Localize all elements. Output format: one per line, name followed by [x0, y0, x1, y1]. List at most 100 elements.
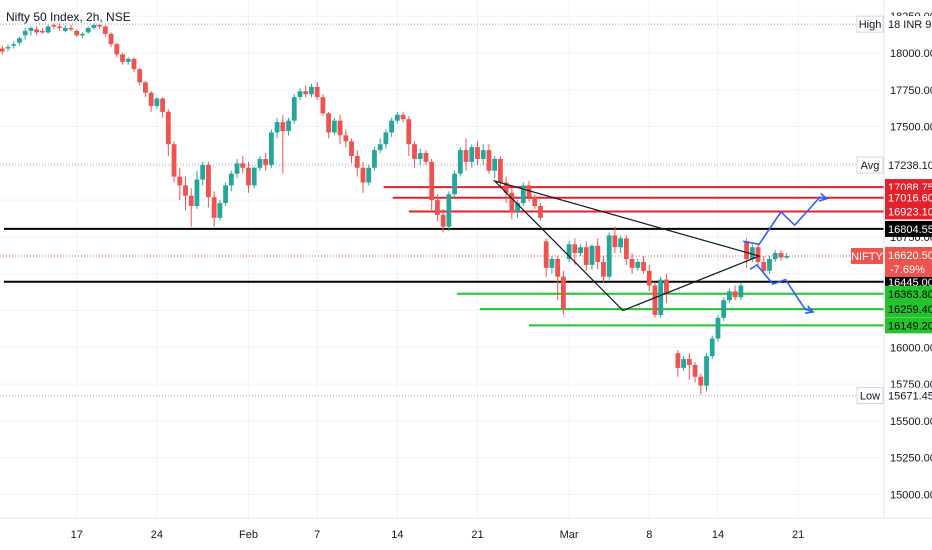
- candle-down: [572, 244, 578, 254]
- horizontal-levels[interactable]: [4, 186, 884, 327]
- candle-down: [423, 153, 429, 162]
- time-tick-label: 7: [314, 529, 320, 541]
- candle-up: [469, 147, 475, 162]
- candle-down: [0, 48, 5, 52]
- candle-down: [137, 69, 143, 83]
- candle-up: [394, 114, 400, 121]
- candle-up: [767, 259, 772, 271]
- candle-down: [120, 54, 125, 62]
- candle-down: [108, 33, 114, 45]
- candle-up: [578, 247, 583, 254]
- time-axis[interactable]: 17 24 Feb 7 14 21 Mar 8 14 21: [0, 517, 932, 541]
- price-tick-label: 15250.00: [890, 453, 932, 465]
- price-tick-label: 17500.00: [890, 122, 932, 134]
- candle-down: [595, 245, 601, 262]
- candle-up: [257, 158, 263, 168]
- candle-up: [91, 25, 97, 28]
- candle-up: [80, 33, 85, 36]
- candle-down: [343, 135, 349, 142]
- support-price-tag: 16363.80: [888, 289, 932, 301]
- candle-up: [606, 235, 612, 277]
- support-price-tag-bg: [885, 301, 932, 318]
- candle-up: [297, 91, 303, 98]
- candle-down: [211, 197, 217, 218]
- time-tick-label: 21: [792, 529, 804, 541]
- price-tags: 17088.7517016.6016923.1016804.5516445.00…: [851, 15, 932, 405]
- candle-up: [515, 203, 520, 212]
- projection-down-arrow[interactable]: [749, 263, 814, 313]
- symbol-label-bg: [851, 247, 883, 264]
- time-tick-label: Feb: [239, 529, 258, 541]
- candle-up: [228, 173, 234, 186]
- time-tick-label: 17: [71, 529, 83, 541]
- projection-down-arrow-arrowhead: [804, 305, 815, 314]
- support-price-tag-bg: [885, 285, 932, 302]
- candle-down: [555, 259, 561, 277]
- triangle-pattern[interactable]: [492, 179, 762, 312]
- low-tag-label-bg: [856, 387, 884, 405]
- price-tick-label: 18000.00: [890, 48, 932, 60]
- candle-up: [566, 244, 572, 259]
- candle-down: [97, 25, 103, 27]
- candle-down: [326, 113, 332, 133]
- candle-up: [658, 279, 664, 315]
- candle-up: [738, 285, 744, 298]
- candle-down: [143, 82, 148, 93]
- resistance-price-tag-bg: [885, 189, 932, 206]
- last-price-change: -7.69%: [890, 264, 925, 276]
- candle-up: [62, 27, 68, 31]
- candle-down: [51, 25, 57, 27]
- candle-up: [125, 58, 131, 62]
- candle-down: [440, 214, 446, 227]
- candle-down: [183, 185, 188, 196]
- candle-down: [114, 44, 120, 55]
- candle-down: [486, 150, 492, 171]
- avg-tag-bg: [885, 157, 932, 174]
- support-price-tag: 16149.20: [888, 320, 932, 332]
- candle-down: [39, 30, 45, 33]
- candle-down: [280, 122, 286, 131]
- candle-up: [383, 132, 389, 145]
- drawing-tools[interactable]: [492, 179, 829, 314]
- candlestick-series: [0, 23, 790, 395]
- candle-up: [704, 356, 709, 386]
- candle-down: [354, 155, 360, 168]
- price-lines: [0, 23, 884, 397]
- candle-down: [412, 144, 417, 159]
- candle-up: [17, 38, 22, 43]
- candle-down: [429, 161, 435, 201]
- candle-up: [492, 158, 498, 171]
- avg-tag-label-bg: [856, 156, 884, 174]
- candle-down: [188, 195, 194, 207]
- candle-down: [583, 247, 589, 265]
- candle-down: [320, 97, 326, 114]
- candle-down: [57, 26, 62, 28]
- candle-down: [171, 144, 177, 177]
- candle-up: [635, 261, 641, 268]
- resistance-price-tag: 16923.10: [888, 206, 932, 218]
- candle-down: [303, 91, 309, 95]
- candle-up: [85, 27, 91, 33]
- candle-up: [286, 120, 291, 131]
- currency-badge: 18 INR 95: [888, 19, 932, 31]
- candle-down: [475, 147, 480, 159]
- candle-down: [778, 253, 784, 258]
- candle-down: [601, 261, 606, 277]
- candle-up: [45, 26, 51, 33]
- candle-down: [686, 359, 692, 365]
- candle-up: [446, 194, 452, 227]
- candle-up: [749, 247, 755, 259]
- projection-up-arrow[interactable]: [743, 196, 827, 246]
- symbol-label: NIFTY: [851, 251, 883, 263]
- candle-down: [698, 376, 704, 386]
- candle-up: [372, 150, 377, 168]
- time-tick-label: 14: [391, 529, 403, 541]
- candle-up: [268, 132, 274, 165]
- candle-down: [532, 197, 538, 207]
- low-tag-label: Low: [860, 391, 880, 403]
- candle-up: [520, 185, 526, 204]
- candle-down: [240, 163, 246, 168]
- candle-down: [652, 285, 658, 315]
- candle-up: [234, 163, 240, 174]
